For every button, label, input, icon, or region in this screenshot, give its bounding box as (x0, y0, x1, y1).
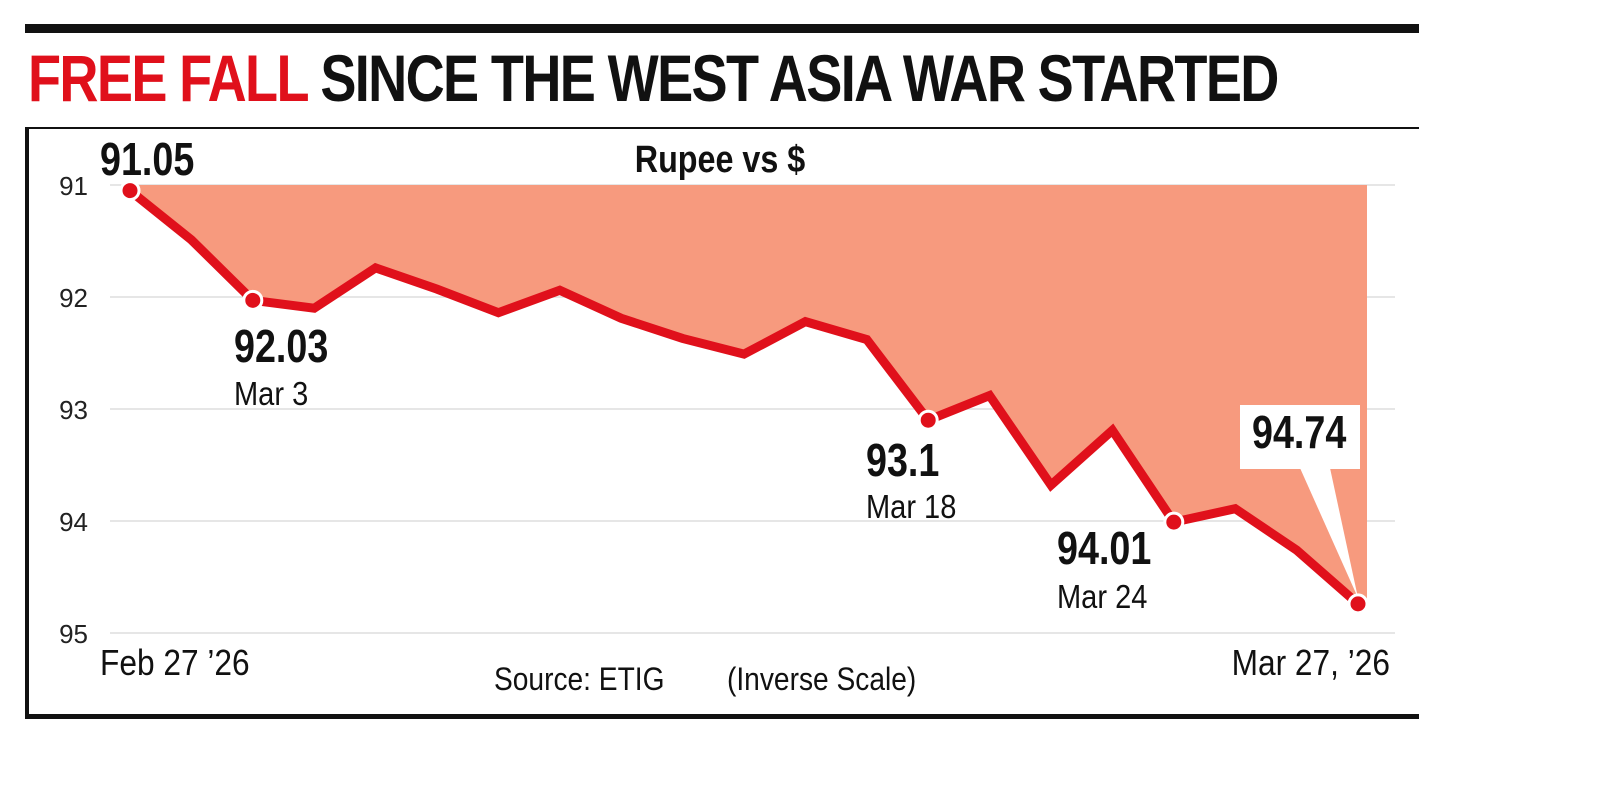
x-start-label: Feb 27 ’26 (100, 643, 250, 683)
data-label-value: 91.05 (100, 133, 194, 184)
data-label-date: Mar 24 (1057, 578, 1147, 615)
source-label: Source: ETIG (494, 662, 665, 697)
headline: FREE FALL SINCE THE WEST ASIA WAR STARTE… (28, 38, 1279, 118)
highlight-point (917, 409, 939, 431)
chart-frame (25, 127, 1419, 719)
y-tick-label: 93 (59, 395, 88, 425)
scale-note: (Inverse Scale) (727, 662, 916, 697)
top-rule (25, 24, 1419, 33)
highlight-point (242, 289, 264, 311)
series-line (127, 187, 1361, 608)
y-tick-label: 95 (59, 619, 88, 649)
x-end-label: Mar 27, ’26 (1232, 643, 1390, 683)
highlight-point (119, 180, 141, 202)
data-label-date: Mar 3 (234, 375, 308, 412)
area-fill (130, 185, 1367, 604)
y-tick-label: 94 (59, 507, 88, 537)
data-label-value: 93.1 (866, 434, 939, 485)
headline-rest: SINCE THE WEST ASIA WAR STARTED (320, 41, 1279, 115)
chart-title: Rupee vs $ (635, 139, 806, 181)
callout-pointer (1300, 468, 1358, 598)
data-label-value: 94.01 (1057, 522, 1151, 573)
data-label-date: Mar 18 (866, 488, 956, 525)
highlight-point (1163, 511, 1185, 533)
data-label-value: 92.03 (234, 320, 328, 371)
data-label-value: 94.74 (1252, 406, 1347, 457)
highlight-point (1347, 593, 1369, 615)
y-tick-label: 92 (59, 283, 88, 313)
headline-highlight: FREE FALL (28, 41, 309, 115)
callout-box (1240, 405, 1360, 469)
y-tick-label: 91 (59, 171, 88, 201)
